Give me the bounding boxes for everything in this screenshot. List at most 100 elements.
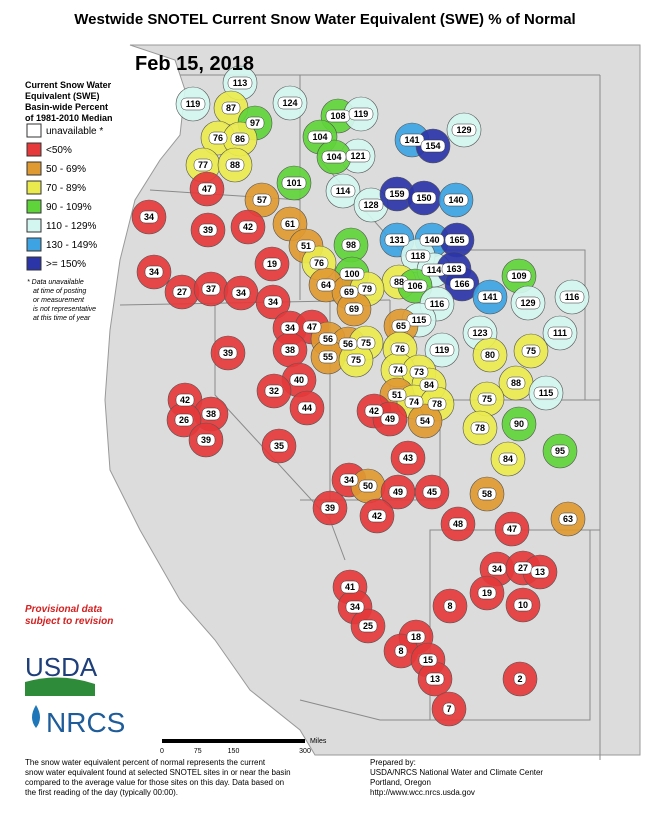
basin-label: 35	[274, 441, 284, 451]
basin-label-box	[513, 672, 527, 686]
basin-label: 119	[354, 109, 369, 119]
credit-line: Prepared by:	[370, 758, 416, 767]
basin-label-box	[513, 598, 533, 612]
basin-label: 32	[269, 386, 279, 396]
legend-label: <50%	[46, 145, 72, 156]
basin-label-box	[252, 193, 272, 207]
basin-label: 38	[206, 409, 216, 419]
legend-swatch	[26, 161, 42, 176]
basin-label-box	[174, 413, 194, 427]
basin-label-box	[533, 386, 559, 400]
basin-label-box	[348, 107, 374, 121]
basin-label-box	[364, 404, 384, 418]
basin-label: 39	[203, 225, 213, 235]
basin-label: 56	[343, 339, 353, 349]
basin-label-box	[388, 485, 408, 499]
basin-label-box	[221, 101, 241, 115]
basin-label-box	[320, 501, 340, 515]
basin-label-box	[269, 439, 289, 453]
basin-label: 108	[330, 111, 345, 121]
basin-label-box	[231, 286, 251, 300]
basin-label: 7	[446, 704, 451, 714]
basin-label: 69	[344, 287, 354, 297]
basin-label: 78	[432, 399, 442, 409]
nrcs-logo: NRCS	[46, 707, 125, 738]
basin-label-box	[387, 388, 407, 402]
basin-label: 15	[423, 655, 433, 665]
basin-label-box	[277, 96, 303, 110]
basin-label-box	[443, 599, 457, 613]
basin-label: 8	[447, 601, 452, 611]
basin-label-box	[384, 233, 410, 247]
basin-label-box	[427, 397, 447, 411]
basin-label: 114	[427, 265, 442, 275]
basin-label-box	[144, 265, 164, 279]
basin-label-box	[172, 285, 192, 299]
basin-label: 90	[514, 419, 524, 429]
basin-label-box	[263, 295, 283, 309]
basin-label-box	[357, 282, 377, 296]
basin-label: 76	[395, 344, 405, 354]
legend-label: 90 - 109%	[46, 202, 92, 213]
legend-label: 110 - 129%	[46, 221, 97, 232]
basin-label: 26	[179, 415, 189, 425]
basin-label: 75	[526, 346, 536, 356]
basin-label-box	[201, 282, 221, 296]
basin-label: 42	[243, 222, 253, 232]
basin-label: 123	[472, 328, 487, 338]
basin-label: 119	[435, 345, 450, 355]
basin-label: 42	[180, 395, 190, 405]
basin-label-box	[245, 116, 265, 130]
basin-label: 49	[393, 487, 403, 497]
legend-label: 50 - 69%	[46, 164, 86, 175]
basin-label: 84	[424, 380, 434, 390]
basin-label-box	[227, 76, 253, 90]
basin-label-box	[477, 290, 503, 304]
basin-label-box	[515, 296, 541, 310]
basin-label: 114	[336, 186, 351, 196]
basin-label: 74	[393, 365, 403, 375]
basin-label: 79	[362, 284, 372, 294]
basin-label-box	[443, 193, 469, 207]
basin-label: 140	[448, 195, 463, 205]
footnote-line: compared to the average value for those …	[25, 778, 284, 787]
basin-label-box	[441, 262, 467, 276]
basin-label: 111	[553, 328, 567, 338]
basin-label-box	[399, 133, 425, 147]
scale-tick: 300	[299, 748, 311, 755]
basin-label: 27	[518, 563, 528, 573]
basin-label: 140	[424, 235, 439, 245]
basin-label: 2	[517, 674, 522, 684]
date: Feb 15, 2018	[135, 53, 254, 75]
basin-label: 97	[250, 118, 260, 128]
basin-label-box	[451, 123, 477, 137]
basin-label: 129	[520, 298, 535, 308]
basin-label: 109	[511, 271, 526, 281]
basin-label: 78	[475, 423, 485, 433]
basin-label: 34	[344, 475, 354, 485]
basin-label: 34	[350, 602, 360, 612]
basin-label-box	[470, 421, 490, 435]
basin-label-box	[238, 220, 258, 234]
basin-label: 150	[416, 193, 431, 203]
basin-label-box	[402, 279, 428, 293]
basin-label: 101	[286, 178, 301, 188]
basin-label-box	[415, 414, 435, 428]
footnote-line: snow water equivalent found at selected …	[25, 768, 291, 777]
basin-label-box	[280, 343, 300, 357]
basin-label: 41	[345, 582, 355, 592]
usda-swoosh	[25, 677, 95, 696]
basin-label: 64	[321, 280, 331, 290]
basin-label-box	[442, 702, 456, 716]
basin-label: 19	[482, 588, 492, 598]
basin-label-box	[559, 290, 585, 304]
basin-label-box	[444, 233, 470, 247]
basin-label: 61	[285, 219, 295, 229]
basin-label-box	[139, 210, 159, 224]
credit-line: http://www.wcc.nrcs.usda.gov	[370, 788, 475, 797]
legend-note: * Data unavailable	[27, 279, 84, 286]
basin-label-box	[404, 395, 424, 409]
basin-label: 115	[412, 315, 427, 325]
basin-label-box	[477, 392, 497, 406]
legend-swatch	[26, 256, 42, 271]
